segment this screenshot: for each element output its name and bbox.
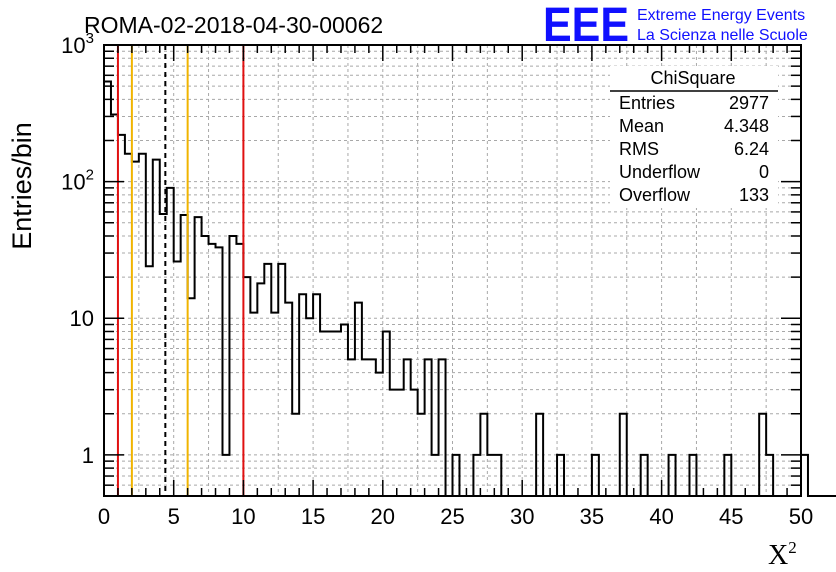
y-tick-label: 1 [82,443,94,468]
y-tick-base: 10 [61,33,85,58]
y-tick-label: 103 [61,30,94,58]
y-tick-label: 102 [61,167,94,195]
chart-title: ROMA-02-2018-04-30-00062 [84,12,383,38]
x-tick-label: 45 [719,504,743,529]
stats-row-label: Mean [619,116,664,136]
x-tick-label: 25 [440,504,464,529]
x-axis-label-sup: 2 [788,538,797,557]
stats-row-label: RMS [619,139,659,159]
x-axis-label-base: X [768,540,788,571]
x-tick-label: 20 [371,504,395,529]
y-tick-exponent: 2 [86,167,94,184]
stats-row-label: Overflow [619,185,691,205]
x-tick-label: 35 [580,504,604,529]
stats-row-label: Entries [619,93,675,113]
x-tick-label: 10 [231,504,255,529]
stats-row-value: 4.348 [724,116,769,136]
logo-line-1: Extreme Energy Events [637,7,805,24]
eee-logo: EEE Extreme Energy Events La Scienza nel… [543,0,808,52]
vertical-markers [116,45,245,496]
stats-row-value: 0 [759,162,769,182]
x-tick-label: 50 [789,504,813,529]
stats-title: ChiSquare [650,68,735,88]
x-tick-label: 15 [301,504,325,529]
stats-row-value: 2977 [729,93,769,113]
stats-row-value: 133 [739,185,769,205]
axes [103,44,802,497]
y-tick-exponent: 3 [86,30,94,47]
y-tick-label: 10 [70,306,94,331]
x-tick-label: 40 [649,504,673,529]
y-axis-label: Entries/bin [7,122,37,250]
stats-box: ChiSquare Entries 2977 Mean 4.348 RMS 6.24 Und… [610,66,778,208]
stats-rows: Entries 2977 Mean 4.348 RMS 6.24 Underflow 0 Ove… [619,93,769,205]
logo-line-2: La Scienza nelle Scuole [637,27,808,44]
y-tick-base: 10 [61,170,85,195]
eee-logo-text: EEE [543,0,629,52]
stats-box-bg [610,66,778,208]
x-tick-label: 5 [168,504,180,529]
x-tick-label: 0 [98,504,110,529]
stats-row-label: Underflow [619,162,701,182]
grid-lines [104,45,801,496]
x-axis-label: X2 [768,538,797,571]
stats-row-value: 6.24 [734,139,769,159]
x-tick-label: 30 [510,504,534,529]
